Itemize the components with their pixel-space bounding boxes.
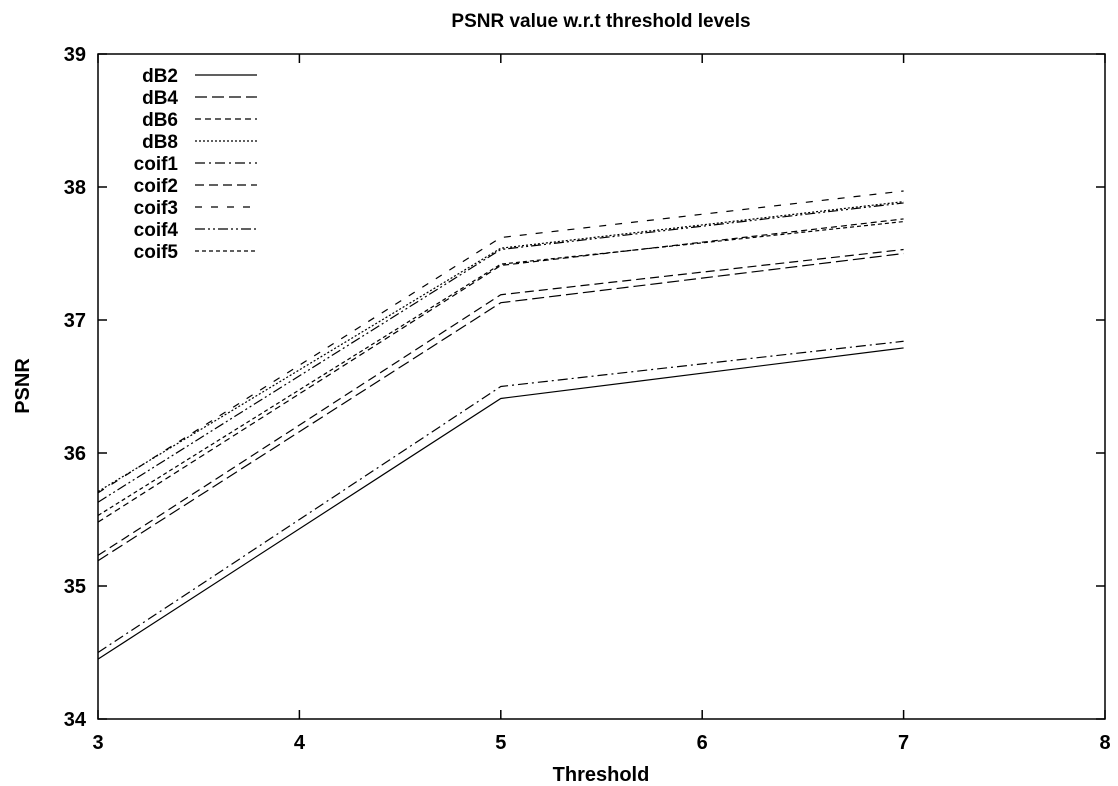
x-tick-label: 4 [294, 732, 306, 754]
y-tick-label: 39 [64, 44, 86, 66]
legend-label-coif1: coif1 [134, 154, 179, 175]
y-tick-label: 37 [64, 310, 86, 332]
y-axis-label: PSNR [12, 358, 34, 414]
legend-label-dB8: dB8 [142, 132, 178, 153]
series-line-coif4 [97, 202, 904, 503]
y-tick-label: 34 [64, 709, 87, 731]
legend-label-dB2: dB2 [142, 66, 178, 87]
chart-title: PSNR value w.r.t threshold levels [451, 11, 750, 32]
x-axis-label: Threshold [553, 764, 650, 786]
legend-label-coif2: coif2 [134, 176, 178, 197]
legend-label-dB4: dB4 [142, 88, 178, 109]
y-tick-label: 35 [64, 576, 86, 598]
series-line-coif5 [97, 220, 904, 517]
x-tick-label: 3 [92, 732, 103, 754]
series-line-dB4 [97, 252, 904, 562]
series-line-coif2 [97, 248, 904, 556]
series-line-dB2 [97, 347, 904, 660]
x-tick-label: 7 [898, 732, 909, 754]
legend-label-coif4: coif4 [134, 220, 179, 241]
series-line-coif3 [97, 190, 904, 494]
x-tick-label: 5 [495, 732, 506, 754]
series-line-dB8 [97, 201, 904, 493]
x-tick-label: 6 [697, 732, 708, 754]
legend-label-dB6: dB6 [142, 110, 178, 131]
series-lines [97, 190, 904, 660]
y-tick-label: 36 [64, 443, 86, 465]
legend-label-coif3: coif3 [134, 198, 178, 219]
plot-area [97, 53, 1106, 720]
y-tick-label: 38 [64, 177, 86, 199]
series-line-coif1 [97, 340, 904, 654]
x-tick-label: 8 [1099, 732, 1110, 754]
legend-label-coif5: coif5 [134, 242, 179, 263]
